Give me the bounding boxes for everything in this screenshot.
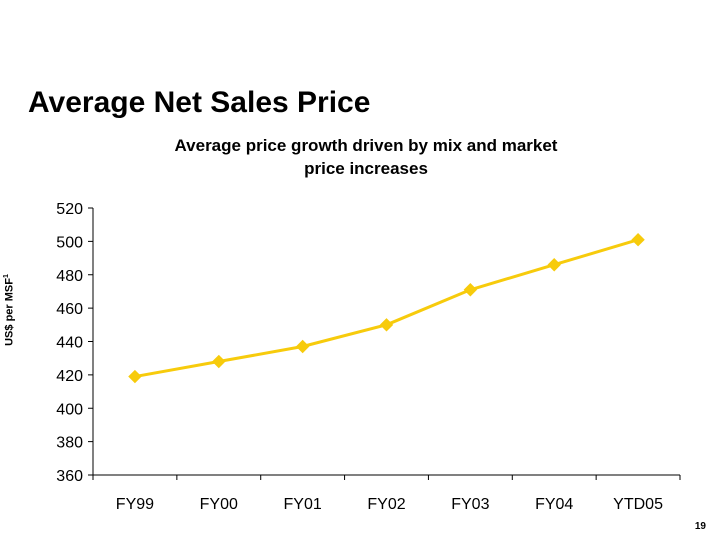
x-tick-label: FY02	[367, 496, 405, 513]
y-tick-label: 520	[56, 201, 83, 218]
y-tick-label: 500	[56, 234, 83, 251]
data-point-diamond	[631, 232, 645, 247]
data-point-diamond	[463, 283, 478, 297]
x-tick-label: FY01	[284, 496, 322, 513]
data-point-diamond	[212, 354, 226, 369]
series-group	[128, 232, 645, 384]
chart-subtitle-line-2: price increases	[304, 159, 428, 178]
chart-subtitle: Average price growth driven by mix and m…	[110, 134, 622, 180]
y-tick-label: 380	[56, 435, 83, 452]
data-point-diamond	[379, 318, 394, 332]
x-tick-label: FY04	[535, 496, 573, 513]
slide-title: Average Net Sales Price	[28, 86, 371, 119]
y-tick-label: 420	[56, 368, 83, 385]
data-point-diamond	[128, 369, 142, 384]
page-number: 19	[694, 521, 706, 532]
y-tick-label: 480	[56, 268, 83, 285]
chart-subtitle-line-1: Average price growth driven by mix and m…	[174, 136, 558, 155]
y-axis-ticks: 360 380 400 420 440 460 480 500 520	[56, 201, 93, 485]
data-point-diamond	[547, 258, 561, 272]
data-point-diamond	[295, 339, 310, 354]
x-tick-label: FY00	[200, 496, 238, 513]
y-tick-label: 400	[56, 401, 83, 418]
x-tick-label: YTD05	[613, 496, 663, 513]
series-line	[134, 238, 639, 379]
x-axis-ticks: FY99 FY00 FY01 FY02 FY03 FY04 YTD05	[92, 475, 681, 513]
x-tick-label: FY03	[451, 496, 489, 513]
y-tick-label: 440	[56, 335, 83, 352]
y-tick-label: 460	[56, 301, 83, 318]
chart-axes	[92, 208, 680, 476]
x-tick-label: FY99	[116, 496, 154, 513]
y-tick-label: 360	[56, 468, 83, 485]
